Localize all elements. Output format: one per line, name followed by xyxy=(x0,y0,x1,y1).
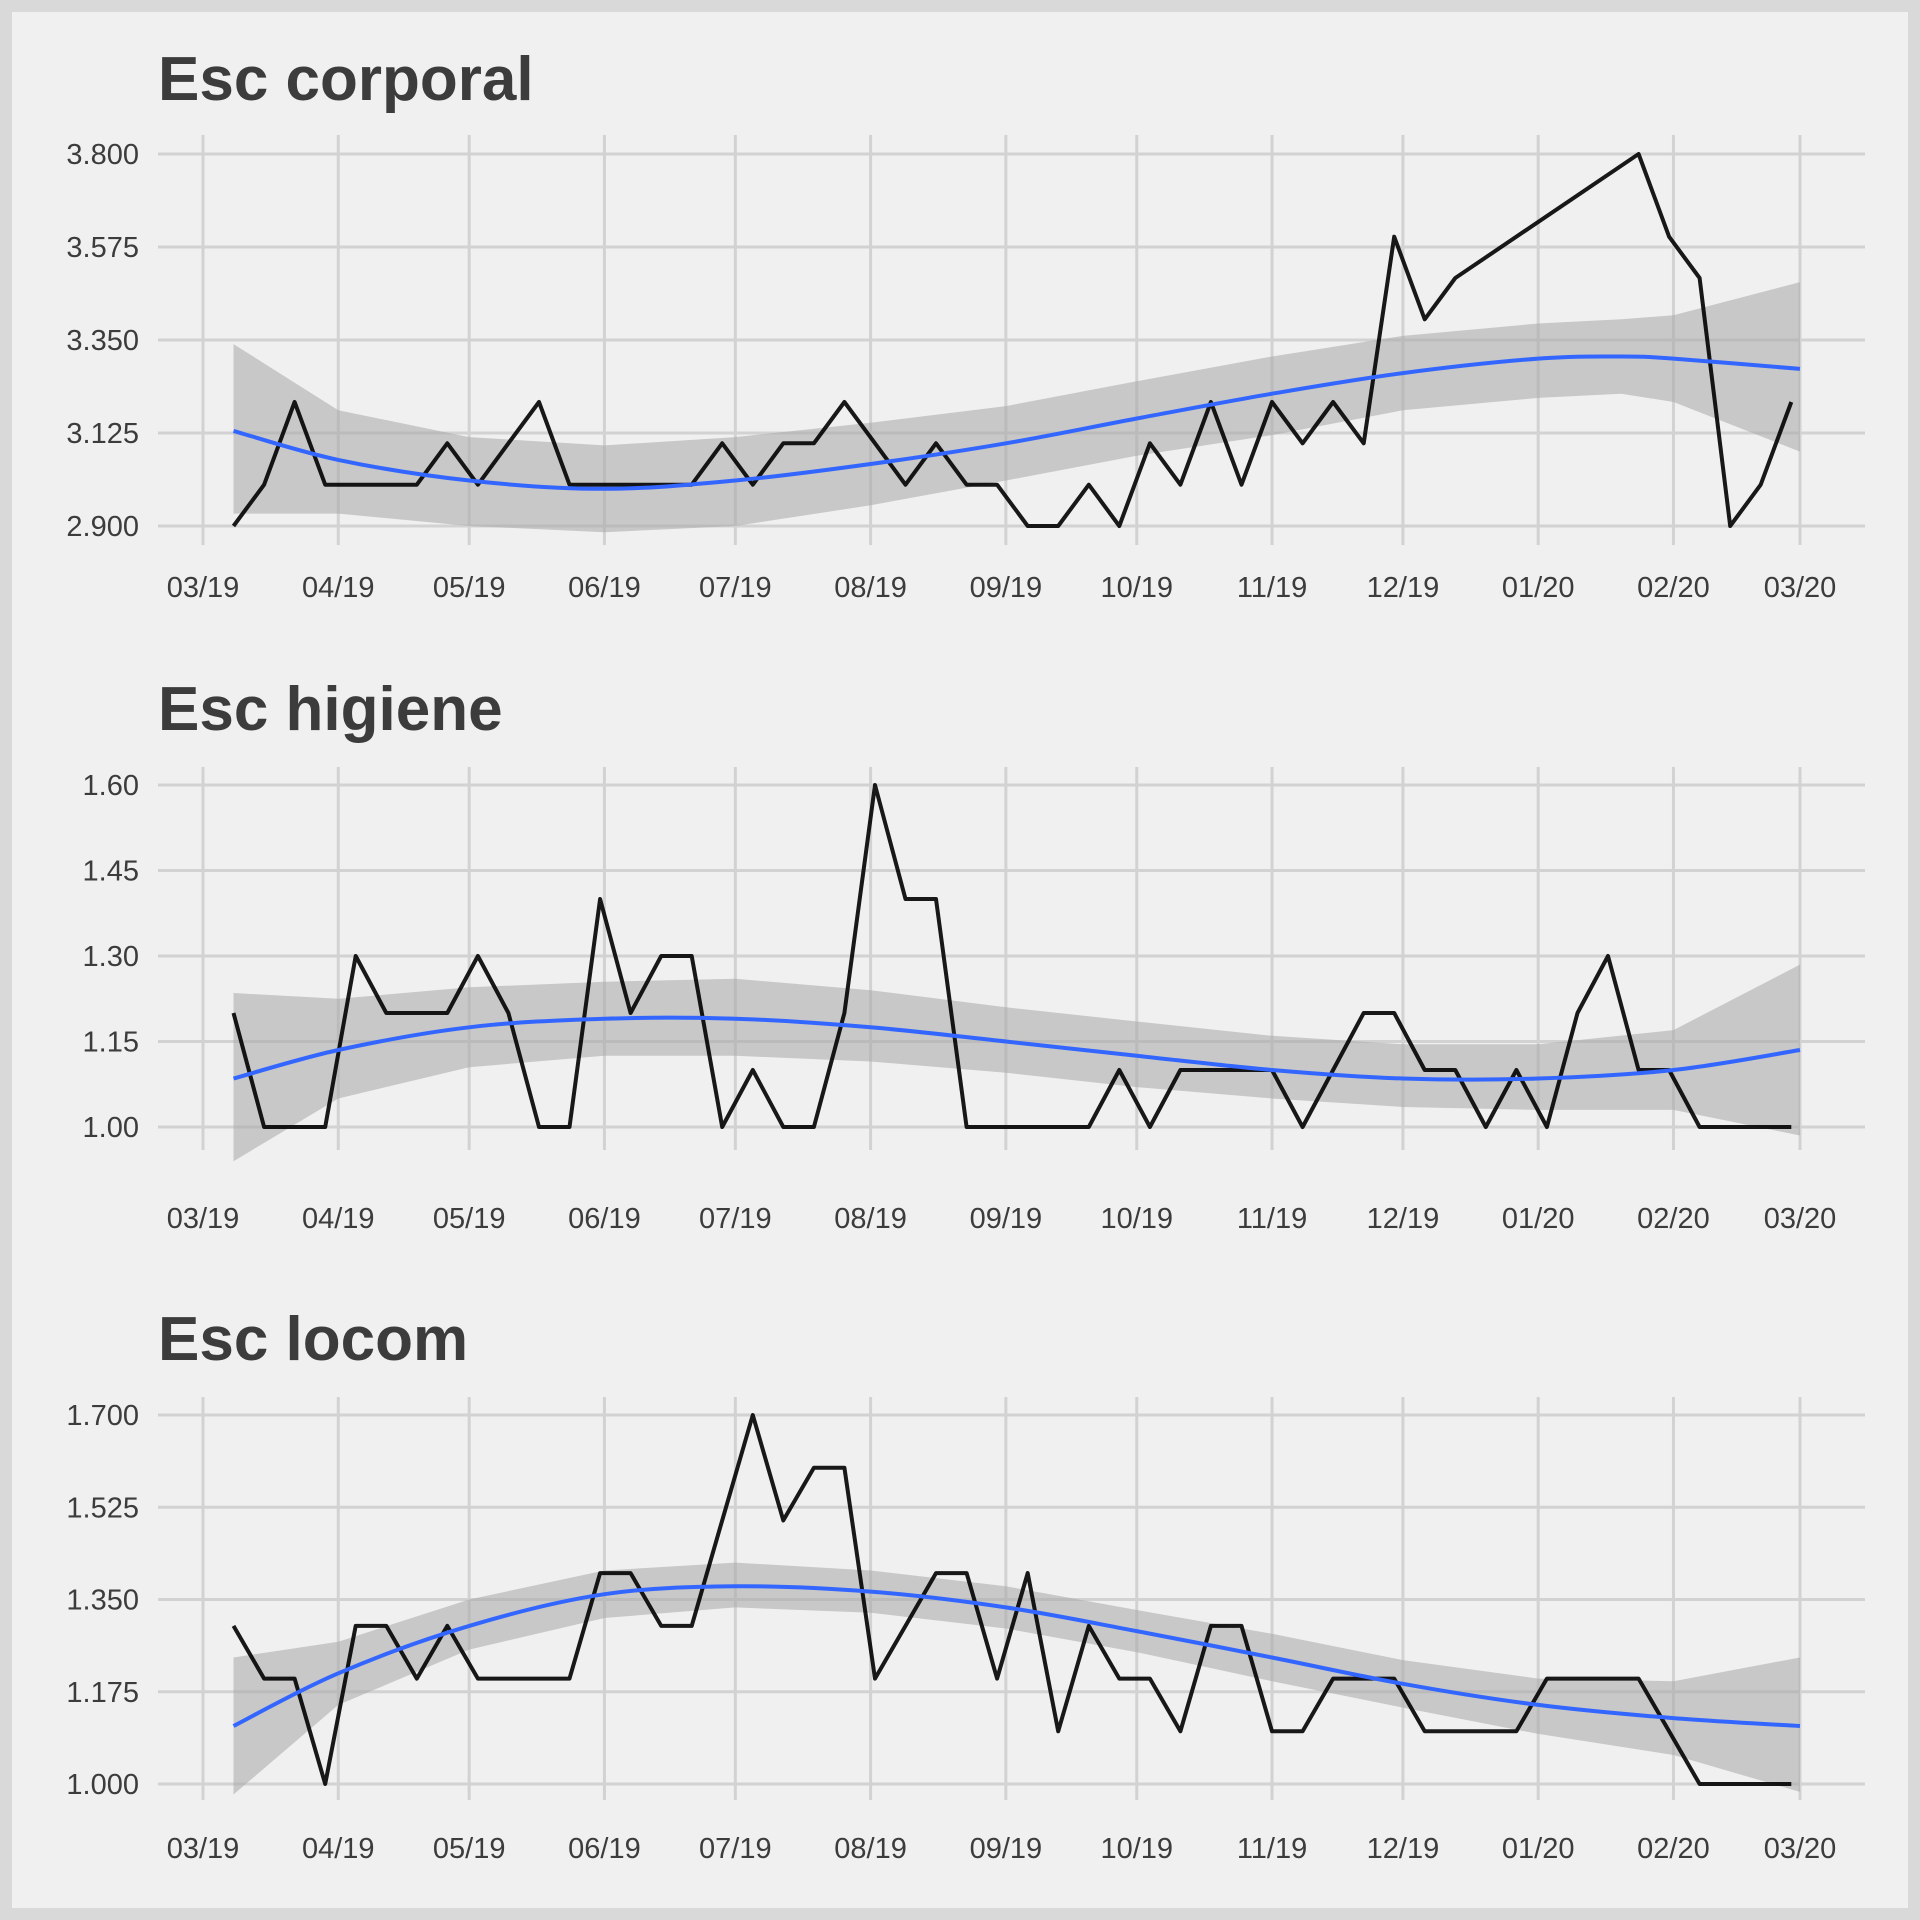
x-tick-label: 12/19 xyxy=(1367,1203,1440,1235)
y-tick-label: 1.350 xyxy=(66,1585,139,1617)
y-tick-label: 1.15 xyxy=(83,1027,139,1059)
x-tick-label: 08/19 xyxy=(834,572,907,604)
x-tick-label: 12/19 xyxy=(1367,572,1440,604)
y-tick-label: 1.175 xyxy=(66,1677,139,1709)
x-tick-label: 07/19 xyxy=(699,572,772,604)
y-tick-label: 1.45 xyxy=(83,856,139,888)
data-series xyxy=(231,783,1792,1129)
x-tick-label: 06/19 xyxy=(568,1203,641,1235)
x-tick-label: 11/19 xyxy=(1237,1833,1307,1865)
panel-esc-locom: Esc locom 1.000 1.175 1.350 1.525 1.700 03/1… xyxy=(66,1305,1865,1865)
data-series xyxy=(231,152,1794,528)
series-line xyxy=(231,152,1794,528)
trend-line xyxy=(232,1584,1801,1728)
x-tick-label: 11/19 xyxy=(1237,1203,1307,1235)
y-tick-label: 1.700 xyxy=(66,1400,139,1432)
y-tick-label: 1.30 xyxy=(83,941,139,973)
x-tick-label: 09/19 xyxy=(970,572,1043,604)
x-tick-label: 03/20 xyxy=(1764,1203,1837,1235)
x-tick-label: 08/19 xyxy=(834,1833,907,1865)
y-tick-label: 1.000 xyxy=(66,1769,139,1801)
x-tick-label: 11/19 xyxy=(1237,572,1307,604)
panel-title: Esc corporal xyxy=(158,45,534,114)
confidence-band xyxy=(233,964,1800,1162)
x-tick-label: 07/19 xyxy=(699,1203,772,1235)
x-tick-labels: 03/19 04/19 05/19 06/19 07/19 08/19 09/19 10/19… xyxy=(167,572,1837,604)
x-tick-label: 01/20 xyxy=(1502,1833,1575,1865)
x-tick-label: 10/19 xyxy=(1100,1203,1173,1235)
x-tick-label: 01/20 xyxy=(1502,572,1575,604)
confidence-band-area xyxy=(233,282,1800,533)
x-tick-label: 06/19 xyxy=(568,1833,641,1865)
x-tick-label: 03/19 xyxy=(167,572,240,604)
y-tick-labels: 2.900 3.125 3.350 3.575 3.800 xyxy=(66,139,139,543)
x-tick-labels: 03/19 04/19 05/19 06/19 07/19 08/19 09/19 10/19… xyxy=(167,1203,1837,1235)
x-tick-label: 04/19 xyxy=(302,1203,375,1235)
smooth-trend xyxy=(232,1584,1801,1728)
x-tick-label: 05/19 xyxy=(433,1203,506,1235)
x-tick-label: 09/19 xyxy=(970,1833,1043,1865)
y-tick-label: 1.60 xyxy=(83,770,139,802)
x-tick-label: 02/20 xyxy=(1637,1203,1710,1235)
smooth-trend xyxy=(232,354,1801,491)
y-tick-label: 3.125 xyxy=(66,418,139,450)
smooth-trend xyxy=(232,1015,1801,1082)
panel-title: Esc locom xyxy=(158,1305,468,1374)
panel-esc-higiene: Esc higiene 1.00 1.15 1.30 1.45 1.60 03/19 04… xyxy=(83,675,1865,1235)
x-tick-label: 02/20 xyxy=(1637,1833,1710,1865)
x-tick-label: 02/20 xyxy=(1637,572,1710,604)
panel-title: Esc higiene xyxy=(158,675,503,744)
trend-line xyxy=(232,354,1801,491)
x-tick-label: 03/19 xyxy=(167,1833,240,1865)
y-tick-label: 3.800 xyxy=(66,139,139,171)
x-tick-label: 03/20 xyxy=(1764,1833,1837,1865)
x-tick-label: 05/19 xyxy=(433,1833,506,1865)
y-tick-label: 3.350 xyxy=(66,325,139,357)
x-tick-label: 01/20 xyxy=(1502,1203,1575,1235)
x-tick-label: 04/19 xyxy=(302,572,375,604)
x-tick-label: 05/19 xyxy=(433,572,506,604)
y-tick-label: 3.575 xyxy=(66,232,139,264)
x-tick-label: 07/19 xyxy=(699,1833,772,1865)
x-tick-label: 12/19 xyxy=(1367,1833,1440,1865)
x-tick-labels: 03/19 04/19 05/19 06/19 07/19 08/19 09/19 10/19… xyxy=(167,1833,1837,1865)
x-tick-label: 10/19 xyxy=(1100,572,1173,604)
y-tick-label: 2.900 xyxy=(66,511,139,543)
confidence-band-area xyxy=(233,964,1800,1162)
x-tick-label: 06/19 xyxy=(568,572,641,604)
series-line xyxy=(231,783,1792,1129)
x-tick-label: 04/19 xyxy=(302,1833,375,1865)
x-tick-label: 03/20 xyxy=(1764,572,1837,604)
panel-esc-corporal: Esc corporal 2.900 3.125 3.350 3.575 3.800 0… xyxy=(66,45,1865,604)
x-tick-label: 10/19 xyxy=(1100,1833,1173,1865)
x-tick-label: 09/19 xyxy=(970,1203,1043,1235)
y-tick-labels: 1.000 1.175 1.350 1.525 1.700 xyxy=(66,1400,139,1801)
trend-line xyxy=(232,1015,1801,1082)
y-tick-label: 1.00 xyxy=(83,1112,139,1144)
x-tick-label: 03/19 xyxy=(167,1203,240,1235)
y-tick-label: 1.525 xyxy=(66,1492,139,1524)
x-tick-label: 08/19 xyxy=(834,1203,907,1235)
confidence-band xyxy=(233,282,1800,533)
y-tick-labels: 1.00 1.15 1.30 1.45 1.60 xyxy=(83,770,139,1144)
